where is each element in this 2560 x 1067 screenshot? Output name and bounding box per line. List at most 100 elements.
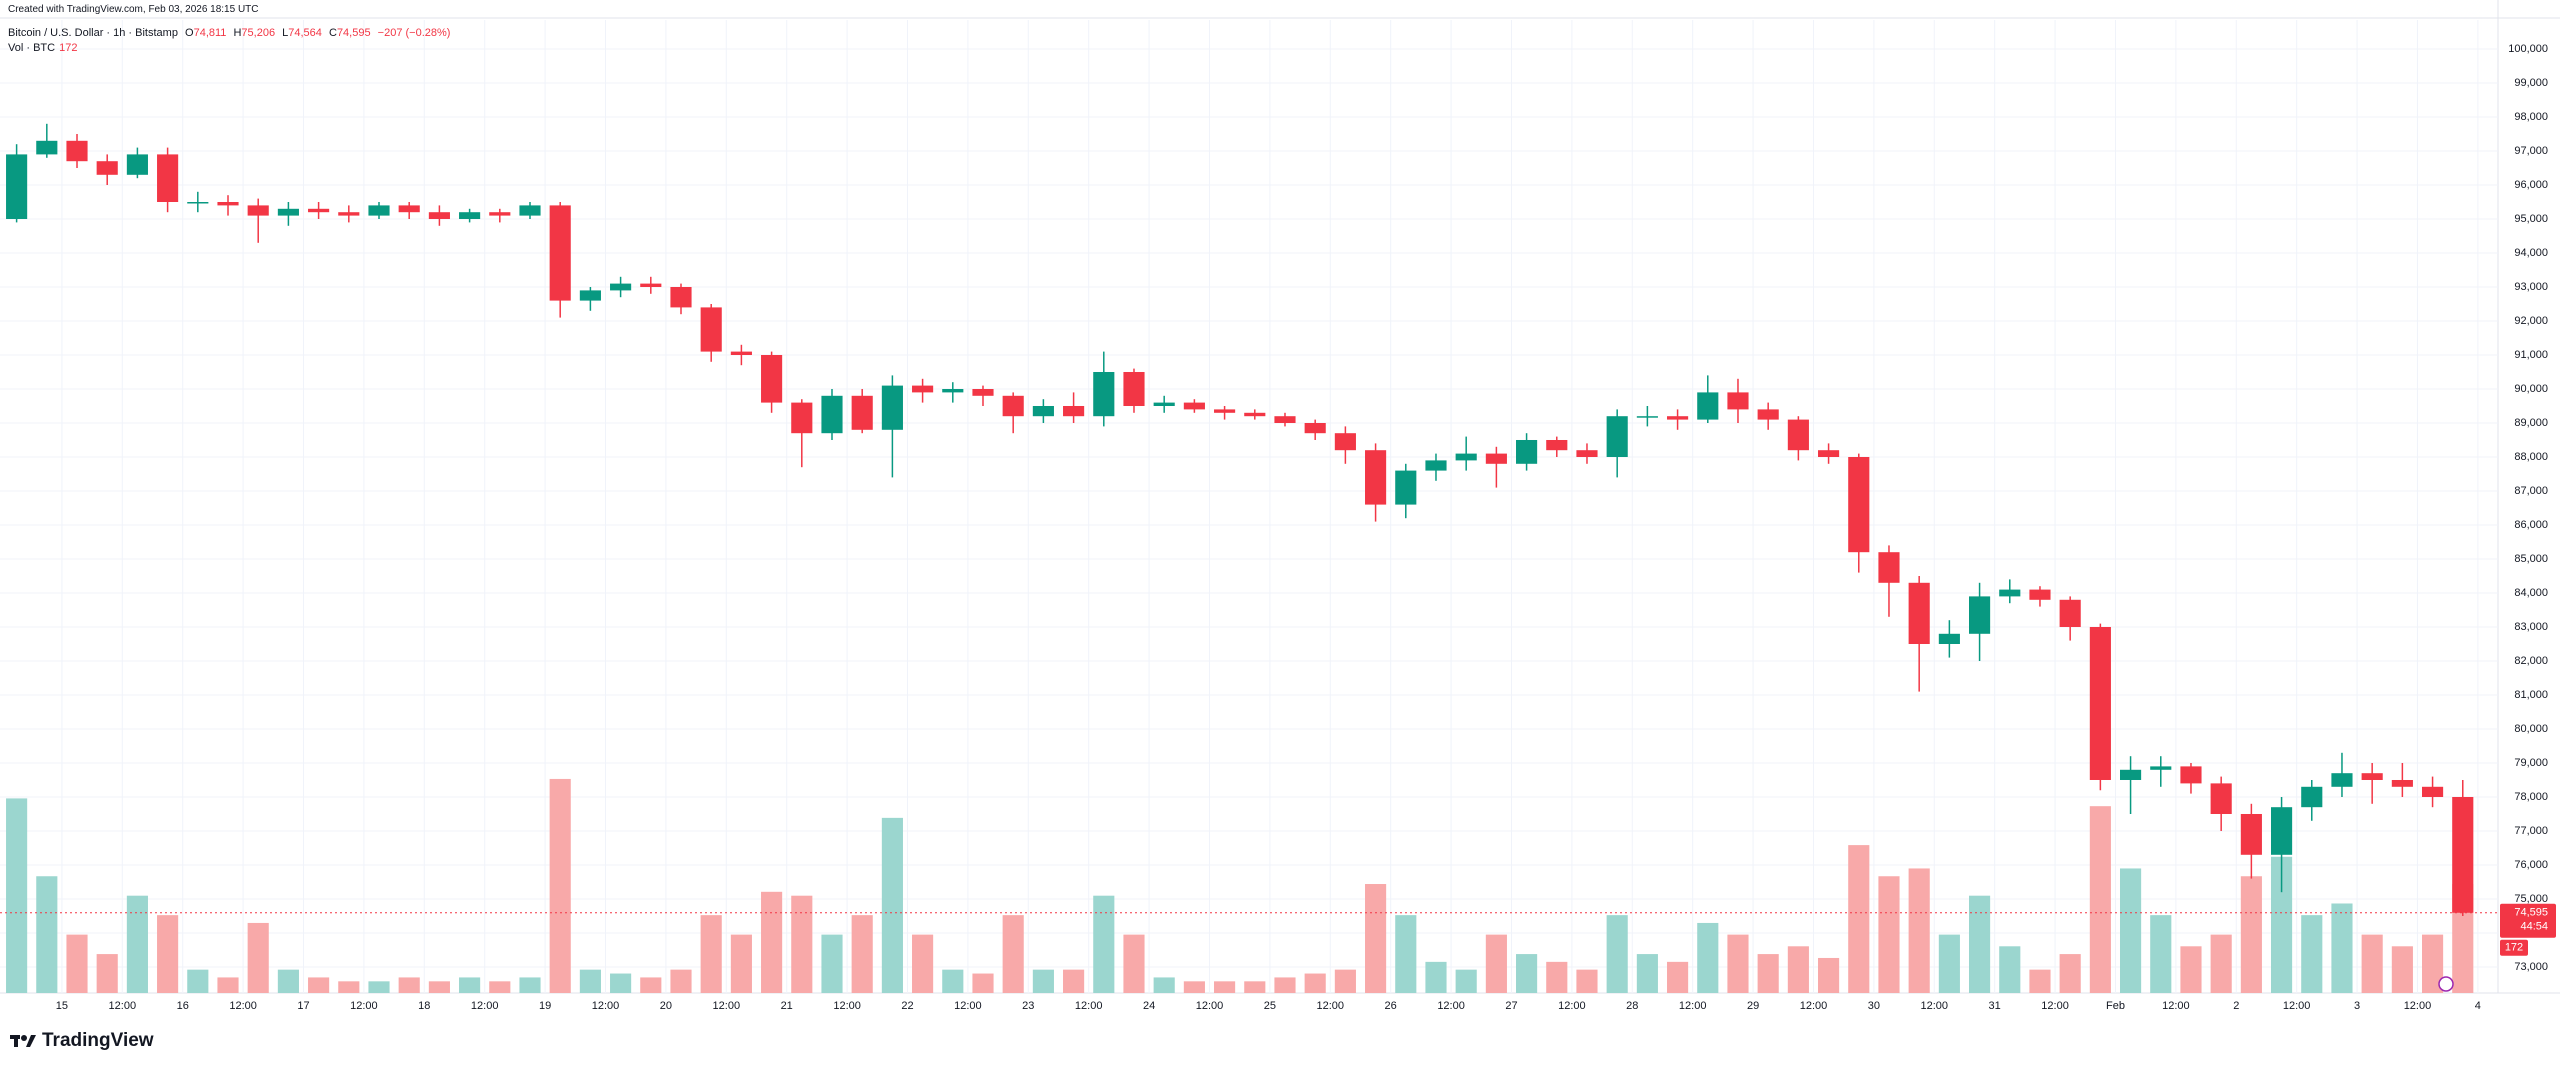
- volume-bar: [1214, 981, 1236, 993]
- y-tick-label: 88,000: [2514, 451, 2548, 463]
- volume-label: Vol · BTC: [8, 42, 56, 54]
- volume-bar: [1032, 969, 1054, 993]
- volume-bar: [96, 954, 118, 993]
- volume-bar: [277, 969, 299, 993]
- y-tick-label: 81,000: [2514, 689, 2548, 701]
- candle-body: [821, 395, 843, 434]
- volume-bar: [610, 973, 632, 993]
- candle-body: [368, 205, 390, 216]
- volume-bar: [881, 817, 903, 993]
- x-tick-label: 3: [2354, 1000, 2360, 1012]
- y-tick-label: 84,000: [2514, 587, 2548, 599]
- candle-body: [1697, 392, 1719, 420]
- logo-icon: [10, 1035, 36, 1047]
- y-tick-label: 76,000: [2514, 859, 2548, 871]
- y-tick-label: 93,000: [2514, 281, 2548, 293]
- candle-body: [2331, 773, 2353, 787]
- x-tick-label: 12:00: [1317, 1000, 1345, 1012]
- event-icon: [2438, 976, 2454, 992]
- volume-bar: [308, 977, 330, 993]
- x-tick-label: 31: [1989, 1000, 2001, 1012]
- x-tick-label: 12:00: [954, 1000, 982, 1012]
- candle-body: [972, 388, 994, 396]
- volume-bar: [2421, 934, 2444, 993]
- volume-bar: [2301, 915, 2323, 993]
- x-tick-label: 12:00: [2283, 1000, 2311, 1012]
- candle-body: [670, 286, 692, 308]
- candle-body: [1183, 402, 1205, 410]
- candle-body: [2180, 766, 2202, 784]
- candle-body: [489, 212, 511, 216]
- candle-body: [398, 205, 420, 213]
- candle-body: [277, 208, 299, 216]
- candle-body: [1606, 416, 1628, 457]
- candle-body: [2361, 773, 2383, 780]
- volume-bar: [791, 895, 813, 993]
- candle-body: [1667, 416, 1689, 420]
- volume-bar: [1969, 895, 1991, 993]
- volume-bar: [338, 981, 360, 993]
- volume-bar: [1063, 969, 1085, 993]
- y-tick-label: 79,000: [2514, 757, 2548, 769]
- volume-bar: [972, 973, 994, 993]
- volume-bar: [2210, 934, 2232, 993]
- candle-body: [157, 154, 179, 202]
- candle-body: [6, 154, 28, 219]
- volume-bar: [459, 977, 481, 993]
- y-tick-label: 99,000: [2514, 77, 2548, 89]
- candle-body: [1636, 416, 1658, 418]
- close-label: C: [328, 27, 337, 39]
- candle-body: [2150, 766, 2172, 770]
- volume-bar: [2271, 856, 2293, 993]
- volume-badge-label: 172: [2505, 942, 2523, 954]
- candle-body: [519, 205, 541, 216]
- candle-body: [579, 290, 601, 301]
- candle-body: [1878, 552, 1900, 583]
- x-tick-label: 28: [1626, 1000, 1638, 1012]
- y-tick-label: 96,000: [2514, 179, 2548, 191]
- logo-text: TradingView: [42, 1030, 154, 1051]
- candle-body: [942, 388, 964, 393]
- symbol: Bitcoin / U.S. Dollar · 1h · Bitstamp: [8, 27, 178, 39]
- y-tick-label: 97,000: [2514, 145, 2548, 157]
- candle-body: [1576, 450, 1598, 457]
- candle-body: [1938, 633, 1960, 644]
- candle-body: [126, 154, 148, 175]
- volume-bar: [1667, 961, 1689, 993]
- y-tick-label: 94,000: [2514, 247, 2548, 259]
- candle-body: [549, 205, 571, 301]
- low-value: 74,564: [288, 27, 322, 39]
- candle-body: [1002, 395, 1024, 417]
- candle-body: [1546, 439, 1568, 451]
- volume-bar: [36, 876, 58, 993]
- candle-body: [1244, 412, 1266, 417]
- candle-body: [640, 283, 662, 287]
- x-tick-label: 15: [56, 1000, 68, 1012]
- candles: [6, 123, 2474, 993]
- x-tick-label: 12:00: [350, 1000, 378, 1012]
- candle-body: [2240, 813, 2262, 855]
- change-value: −207 (−0.28%): [377, 27, 451, 39]
- volume-bar: [1576, 969, 1598, 993]
- logo[interactable]: TradingView: [10, 1030, 154, 1052]
- x-tick-label: 12:00: [2041, 1000, 2069, 1012]
- volume-bar: [1274, 977, 1296, 993]
- x-tick-label: 19: [539, 1000, 551, 1012]
- candle-body: [36, 140, 58, 155]
- volume-bar: [2150, 915, 2172, 993]
- candle-body: [2391, 779, 2413, 787]
- volume-bar: [2029, 969, 2051, 993]
- candle-body: [851, 395, 873, 430]
- candle-body: [1153, 402, 1175, 406]
- volume-bar: [428, 981, 450, 993]
- y-tick-label: 89,000: [2514, 417, 2548, 429]
- candle-body: [1214, 409, 1236, 413]
- volume-bar: [6, 798, 28, 993]
- volume-bar: [730, 934, 752, 993]
- volume-bar: [2120, 868, 2142, 993]
- high-label: H: [233, 27, 242, 39]
- candle-body: [912, 385, 934, 393]
- volume-legend: Vol · BTC 172: [8, 42, 81, 54]
- volume-bar: [640, 977, 662, 993]
